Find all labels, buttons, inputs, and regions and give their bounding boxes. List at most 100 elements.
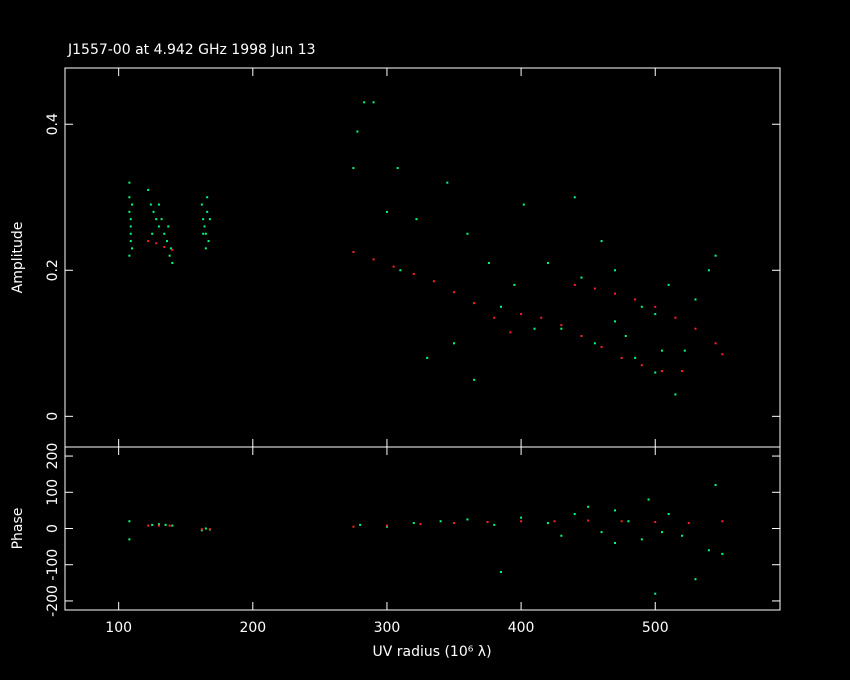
data-point — [587, 505, 590, 508]
data-point — [163, 232, 166, 235]
data-point — [674, 393, 677, 396]
data-point — [681, 370, 684, 373]
data-point — [520, 516, 523, 519]
data-point — [164, 523, 167, 526]
data-point — [426, 356, 429, 359]
data-point — [356, 130, 359, 133]
data-point — [560, 327, 563, 330]
data-point — [620, 356, 623, 359]
data-point — [363, 101, 366, 104]
data-point — [486, 520, 489, 523]
data-point — [206, 196, 209, 199]
x-tick-label: 200 — [239, 620, 266, 636]
data-point — [654, 371, 657, 374]
data-point — [580, 335, 583, 338]
y-tick-label: 200 — [45, 443, 61, 470]
data-point — [204, 232, 207, 235]
data-point — [165, 240, 168, 243]
data-point — [152, 210, 155, 213]
data-point — [439, 520, 442, 523]
data-point — [208, 218, 211, 221]
data-point — [587, 519, 590, 522]
data-point — [634, 298, 637, 301]
data-point — [128, 538, 131, 541]
data-point — [522, 203, 525, 206]
data-point — [147, 240, 150, 243]
data-point — [627, 520, 630, 523]
data-point — [207, 240, 210, 243]
data-point — [614, 320, 616, 323]
data-point — [202, 232, 205, 235]
data-point — [714, 254, 717, 257]
data-point — [640, 305, 643, 308]
data-point — [687, 522, 690, 525]
y-tick-label: 0 — [45, 412, 61, 421]
data-point — [352, 525, 355, 528]
data-point — [128, 181, 131, 184]
data-point — [163, 245, 166, 248]
data-point — [419, 523, 422, 526]
data-point — [453, 291, 456, 294]
data-point — [385, 524, 388, 527]
data-point — [129, 232, 132, 235]
data-point — [171, 261, 174, 264]
data-point — [453, 342, 456, 345]
data-point — [493, 523, 496, 526]
x-tick-label: 500 — [642, 620, 669, 636]
data-point — [509, 331, 512, 334]
data-point — [614, 269, 616, 272]
data-point — [128, 210, 131, 213]
data-point — [204, 247, 207, 250]
data-point — [573, 513, 576, 516]
data-point — [200, 203, 203, 206]
data-point — [385, 210, 388, 213]
data-point — [600, 531, 603, 534]
data-point — [593, 342, 596, 345]
data-point — [660, 370, 663, 373]
data-point — [654, 592, 657, 595]
data-point — [149, 203, 152, 206]
data-point — [614, 292, 616, 295]
data-point — [392, 265, 395, 268]
data-point — [499, 305, 502, 308]
data-point — [707, 549, 710, 552]
data-point — [660, 531, 663, 534]
data-point — [647, 498, 650, 501]
x-axis-label: UV radius (10⁶ λ) — [372, 644, 491, 660]
data-point — [540, 316, 543, 319]
data-point — [721, 520, 724, 523]
data-point — [694, 578, 697, 581]
data-point — [415, 218, 418, 221]
y-tick-label: 0 — [45, 524, 61, 533]
data-point — [208, 528, 211, 531]
data-point — [412, 522, 415, 525]
y-axis-label: Amplitude — [10, 222, 26, 294]
data-point — [513, 283, 516, 286]
data-point — [667, 513, 670, 516]
data-point — [553, 520, 556, 523]
data-point — [352, 167, 355, 170]
data-point — [654, 305, 657, 308]
data-point — [560, 534, 563, 537]
data-point — [157, 203, 160, 206]
data-point — [359, 523, 362, 526]
data-point — [200, 528, 203, 531]
data-point — [694, 298, 697, 301]
data-point — [546, 522, 549, 525]
data-point — [620, 520, 623, 523]
data-point — [168, 254, 171, 257]
plot-frame — [64, 446, 781, 611]
data-point — [640, 364, 643, 367]
data-point — [707, 269, 710, 272]
data-point — [147, 524, 150, 527]
data-point — [352, 251, 355, 254]
data-point — [151, 232, 154, 235]
data-point — [129, 225, 132, 228]
y-tick-label: 100 — [45, 479, 61, 506]
data-point — [721, 552, 724, 555]
data-point — [412, 272, 415, 275]
data-point — [372, 258, 375, 261]
data-point — [614, 509, 616, 512]
data-point — [453, 522, 456, 525]
data-point — [396, 167, 399, 170]
